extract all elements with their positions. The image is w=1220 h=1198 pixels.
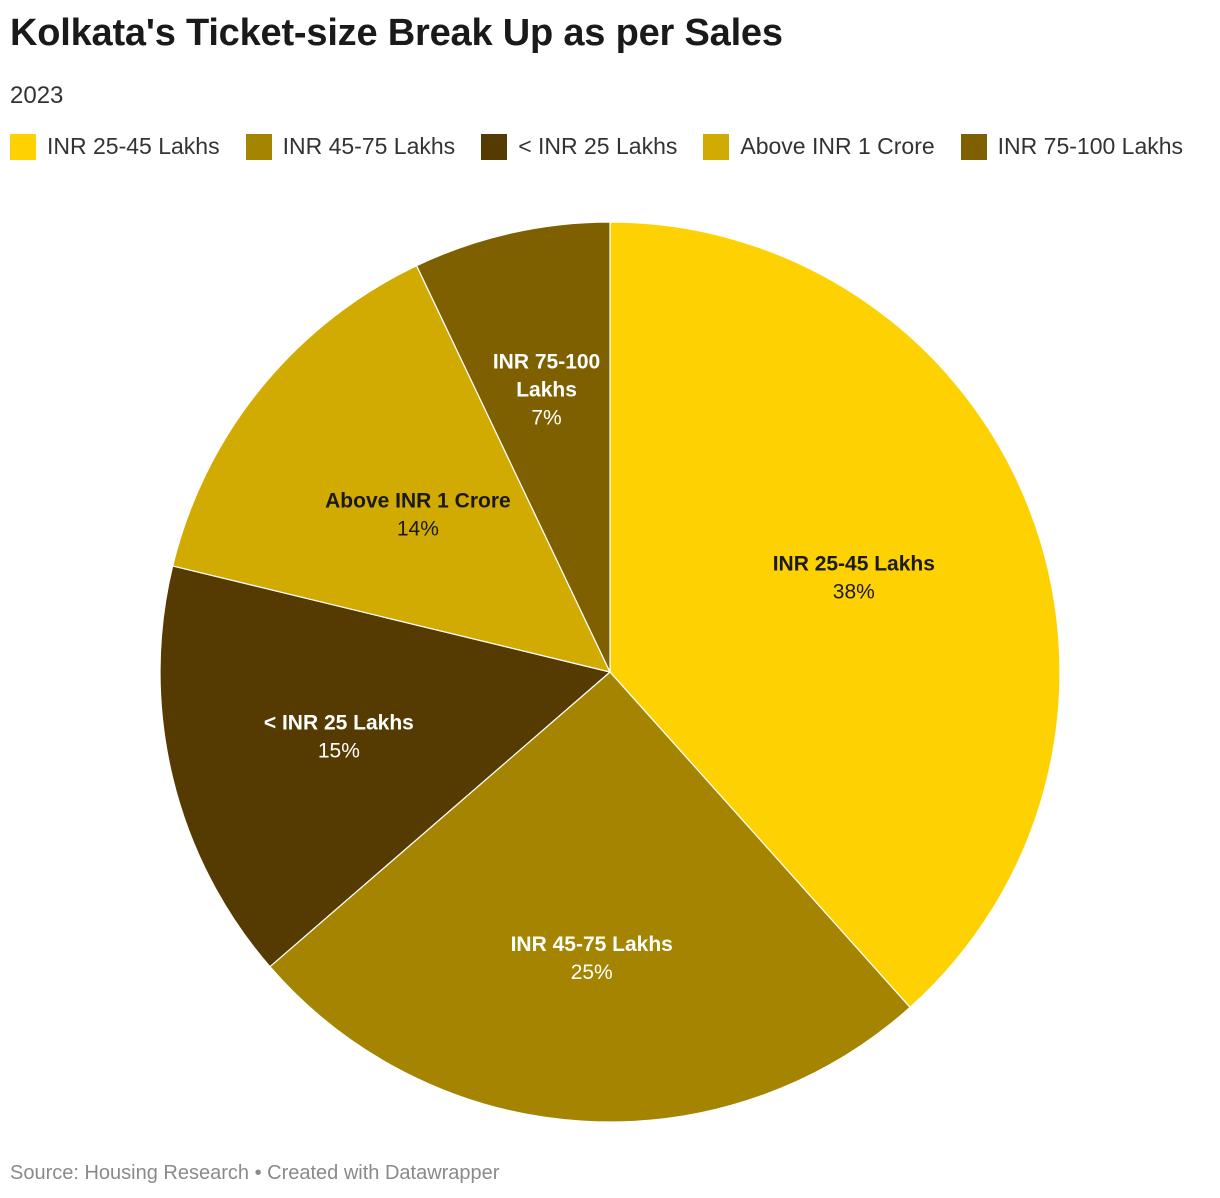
pie-slice [269,671,911,1123]
slice-label: INR 45-75 Lakhs [511,933,673,956]
slice-value-label: 15% [318,739,360,762]
pie-slice [415,221,611,673]
pie-slices [159,221,1061,1123]
pie-chart: INR 25-45 Lakhs 38% INR 45-75 Lakhs 25% < IN… [159,221,1061,1123]
slice-value-label: 7% [531,407,561,430]
legend-item: INR 75-100 Lakhs [960,133,1184,160]
legend-swatch [703,133,730,160]
slice-label: Lakhs [516,379,577,402]
legend-swatch [960,133,987,160]
pie-slice [609,221,1061,1009]
slice-value-label: 38% [833,580,875,603]
legend-item: Above INR 1 Crore [703,133,935,160]
legend-item: INR 25-45 Lakhs [10,133,220,160]
slice-value-label: 14% [397,517,439,540]
pie-slice [159,565,612,968]
source-footer: Source: Housing Research • Created with … [10,1162,500,1184]
pie-slice [171,264,612,673]
pie-labels: INR 25-45 Lakhs 38% INR 45-75 Lakhs 25% < IN… [264,351,935,984]
chart-title: Kolkata's Ticket-size Break Up as per Sa… [10,12,783,54]
legend-label: < INR 25 Lakhs [518,133,678,159]
slice-label: Above INR 1 Crore [325,489,511,512]
slice-label: INR 25-45 Lakhs [773,552,935,575]
legend-label: Above INR 1 Crore [740,133,935,159]
slice-label: < INR 25 Lakhs [264,711,414,734]
legend-label: INR 45-75 Lakhs [282,133,456,159]
slice-label: INR 75-100 [493,351,600,374]
slice-value-label: 25% [571,961,613,984]
legend-item: < INR 25 Lakhs [481,133,677,160]
legend-item: INR 45-75 Lakhs [245,133,456,160]
legend-swatch [481,133,508,160]
legend-label: INR 25-45 Lakhs [47,133,220,159]
legend-label: INR 75-100 Lakhs [997,133,1184,159]
legend-swatch [245,133,272,160]
legend: INR 25-45 Lakhs INR 45-75 Lakhs < INR 25… [10,133,1183,160]
legend-swatch [10,133,36,160]
chart-subtitle: 2023 [10,82,64,109]
